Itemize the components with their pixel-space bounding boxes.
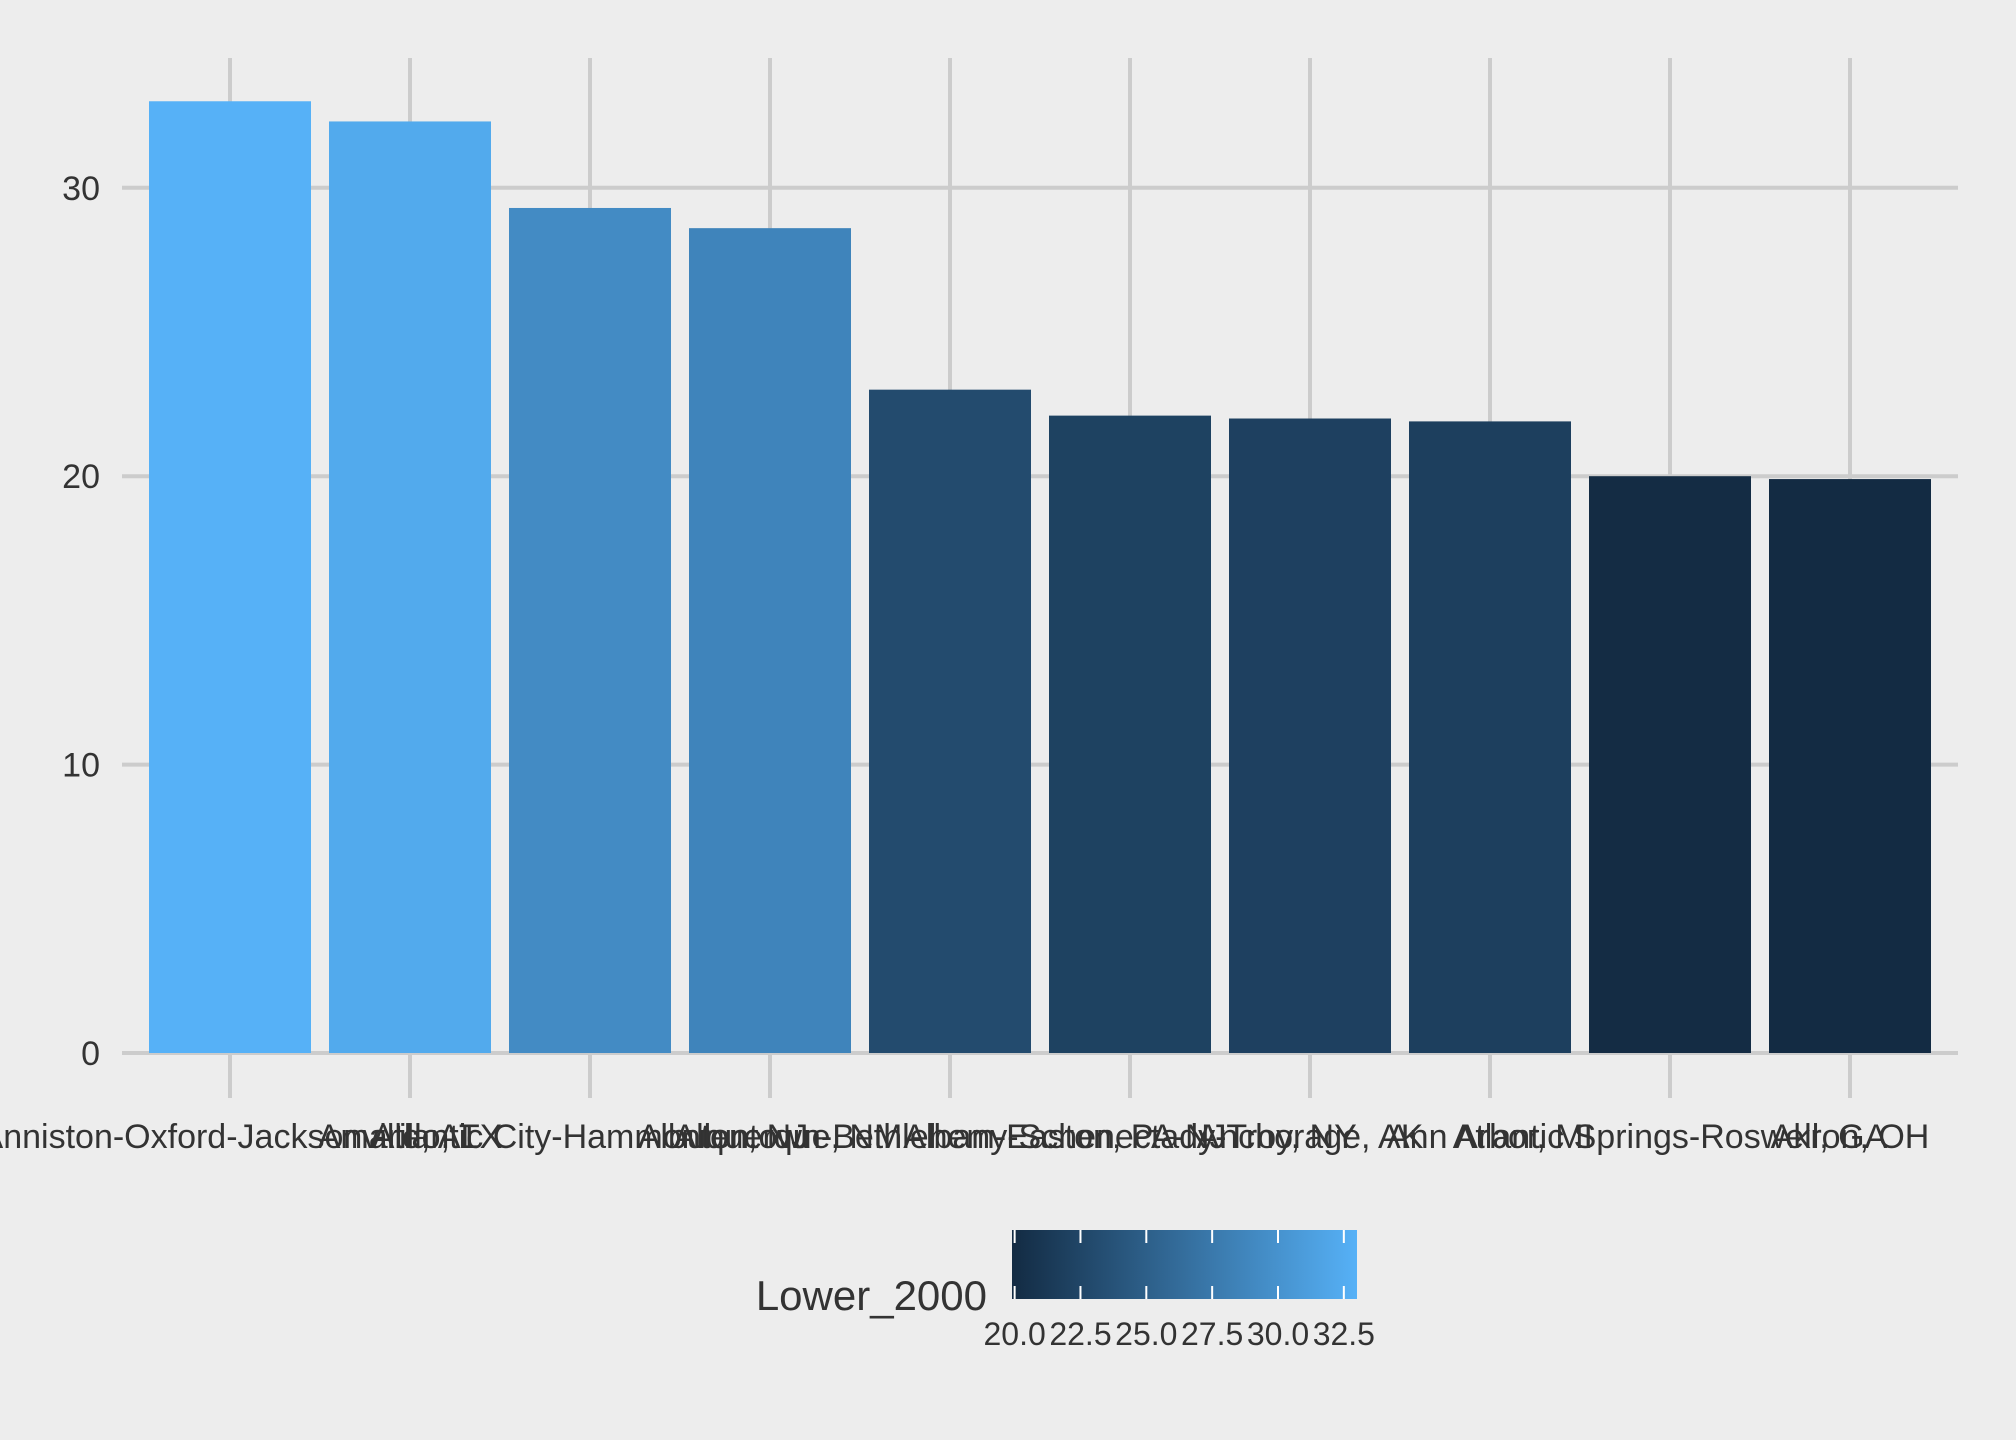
x-tick-label: Allentown-Bethlehem-Easton, PA-NJ xyxy=(673,1118,1226,1156)
colorbar-label: 20.0 xyxy=(983,1316,1045,1352)
colorbar-label: 25.0 xyxy=(1115,1316,1177,1352)
legend-colorbar-ticks xyxy=(1013,1230,1345,1299)
legend: Lower_2000 20.0 22.5 25.0 27.5 30.0 32.5 xyxy=(756,1230,1375,1352)
y-tick-label: 10 xyxy=(62,747,100,785)
bar xyxy=(509,207,671,1053)
y-tick-label: 20 xyxy=(62,458,100,496)
y-axis-labels: 0 10 20 30 xyxy=(62,170,100,1073)
bar xyxy=(1229,418,1391,1054)
legend-colorbar xyxy=(1012,1230,1357,1299)
x-tick-label: Ann Arbor, MI xyxy=(1387,1118,1593,1156)
x-tick-label: Atlantic City-Hammonton, NJ xyxy=(372,1118,808,1156)
y-tick-label: 0 xyxy=(81,1035,100,1073)
bar xyxy=(1589,476,1751,1053)
x-tick-label: Anniston-Oxford-Jacksonville, AL xyxy=(0,1118,479,1156)
x-tick-label: Albuquerque, NM xyxy=(638,1118,903,1156)
bar xyxy=(1049,415,1211,1054)
x-tick-label: Amarillo, TX xyxy=(318,1118,503,1156)
x-axis-labels: Anniston-Oxford-Jacksonville, ALAmarillo… xyxy=(0,1118,1929,1156)
x-tick-label: Albany-Schenectady-Troy, NY xyxy=(903,1118,1357,1156)
bar xyxy=(1769,479,1931,1053)
colorbar-label: 30.0 xyxy=(1247,1316,1309,1352)
legend-colorbar-labels: 20.0 22.5 25.0 27.5 30.0 32.5 xyxy=(983,1316,1374,1352)
x-tick-label: Atlantic Springs-Roswell, GA xyxy=(1453,1118,1888,1156)
colorbar-label: 32.5 xyxy=(1313,1316,1375,1352)
legend-title: Lower_2000 xyxy=(756,1272,987,1319)
bar xyxy=(689,228,851,1053)
bar xyxy=(1409,421,1571,1053)
bar xyxy=(149,101,311,1054)
x-tick-label: Akron, OH xyxy=(1771,1118,1930,1156)
colorbar-label: 27.5 xyxy=(1181,1316,1243,1352)
y-tick-label: 30 xyxy=(62,170,100,208)
bar xyxy=(869,389,1031,1054)
bar xyxy=(329,121,491,1053)
bars xyxy=(149,101,1931,1054)
x-tick-label: Anchorage, AK xyxy=(1197,1118,1424,1156)
colorbar-label: 22.5 xyxy=(1049,1316,1111,1352)
